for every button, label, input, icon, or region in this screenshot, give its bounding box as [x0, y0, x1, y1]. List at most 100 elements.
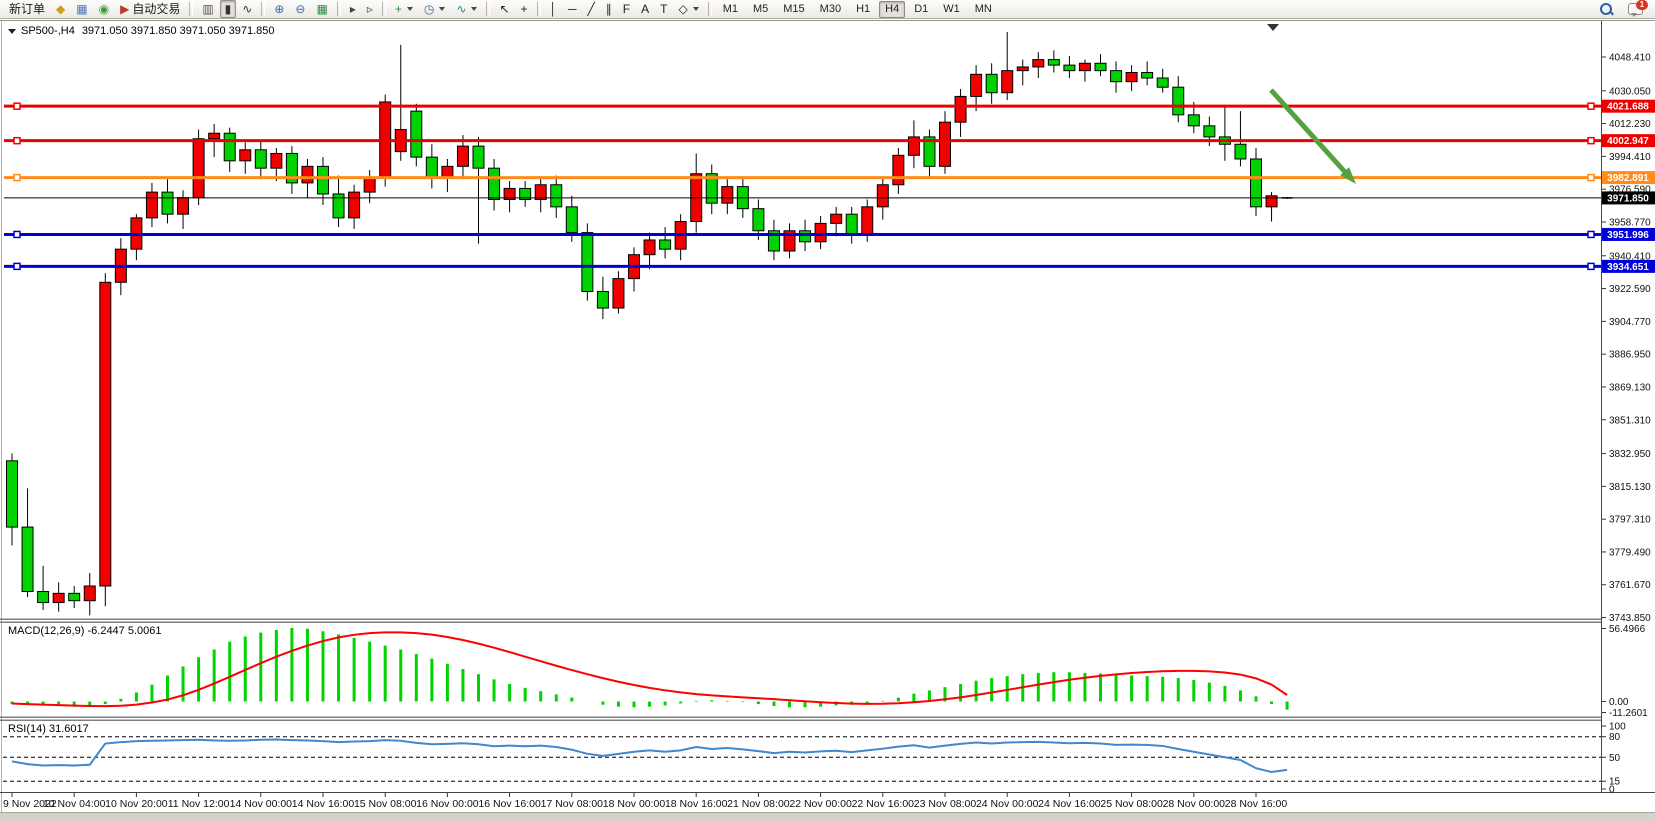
svg-text:3869.130: 3869.130: [1609, 382, 1651, 393]
timeframe-d1[interactable]: D1: [914, 2, 929, 15]
horizontal-lines[interactable]: 4021.688 4002.947 3982.891 3971.850 3951.996…: [4, 99, 1655, 273]
toolbar-separator: [381, 2, 386, 16]
svg-text:17 Nov 08:00: 17 Nov 08:00: [541, 798, 604, 810]
data-window-icon-glyph: ▦: [76, 2, 88, 16]
svg-text:15 Nov 08:00: 15 Nov 08:00: [354, 798, 417, 810]
svg-text:50: 50: [1609, 753, 1621, 764]
text-label-icon-glyph: T: [660, 2, 668, 16]
hline-handle[interactable]: [1587, 136, 1595, 145]
navigator-icon[interactable]: ◉: [94, 0, 114, 18]
timeframe-m5[interactable]: M5: [752, 2, 769, 15]
zoom-in-icon-glyph: ⊕: [274, 2, 285, 16]
new-chart-icon-glyph: +: [394, 2, 402, 16]
zoom-in-icon[interactable]: ⊕: [269, 0, 289, 18]
timeframe-m1[interactable]: M1: [722, 2, 738, 15]
price-axis[interactable]: 4048.410 4030.050 4012.230 3994.410 3976.590…: [1602, 53, 1651, 796]
macd-indicator-label: MACD(12,26,9) -6.2447 5.0061: [8, 625, 162, 637]
zoom-out-icon[interactable]: ⊖: [290, 0, 310, 18]
svg-text:3779.490: 3779.490: [1609, 547, 1651, 558]
macd-signal-line: [11, 631, 1288, 708]
svg-text:25 Nov 08:00: 25 Nov 08:00: [1100, 798, 1163, 810]
macd-panel-separator[interactable]: [0, 618, 1601, 623]
ohlc-readout: 3971.050 3971.850 3971.050 3971.850: [81, 25, 275, 37]
autotrading-button-label: 自动交易: [132, 2, 181, 16]
zoom-out-icon-glyph: ⊖: [295, 2, 306, 16]
timeframe-h4[interactable]: H4: [879, 0, 906, 18]
chat-bubble-icon: 1: [1628, 0, 1648, 17]
market-watch-icon[interactable]: ◆: [51, 0, 70, 18]
timeframe-m15[interactable]: M15: [783, 2, 805, 15]
rsi-panel-separator[interactable]: [0, 716, 1601, 721]
bar-chart-icon[interactable]: ▥: [197, 0, 218, 18]
chevron-down-icon: [692, 7, 699, 11]
hline-handle[interactable]: [13, 173, 21, 182]
periods-icon[interactable]: ◷: [419, 0, 450, 18]
timeframe-m30[interactable]: M30: [819, 2, 842, 15]
text-icon[interactable]: A: [636, 0, 654, 18]
vertical-line-icon[interactable]: │: [545, 0, 563, 18]
svg-text:15: 15: [1609, 777, 1621, 788]
hline-handle[interactable]: [13, 102, 21, 110]
trend-arrow[interactable]: [1269, 88, 1356, 184]
line-chart-icon-glyph: ∿: [242, 2, 253, 16]
line-chart-icon[interactable]: ∿: [237, 0, 257, 18]
svg-text:-11.2601: -11.2601: [1609, 708, 1648, 719]
search-icon[interactable]: [1593, 0, 1619, 18]
crosshair-icon-glyph: +: [520, 2, 528, 16]
data-window-icon[interactable]: ▦: [71, 0, 92, 18]
notifications-icon[interactable]: 1: [1620, 0, 1651, 18]
svg-text:9 Nov 2022: 9 Nov 2022: [3, 798, 57, 810]
search-glass-icon: [1600, 3, 1612, 15]
svg-text:100: 100: [1609, 722, 1626, 733]
new-order-button[interactable]: 新订单: [4, 0, 50, 18]
indicators-icon[interactable]: ∿: [451, 0, 482, 18]
timeframe-w1[interactable]: W1: [943, 2, 960, 15]
collapse-chart-icon[interactable]: [8, 29, 16, 34]
candlestick-chart-icon[interactable]: ▮: [219, 0, 237, 18]
trendline-icon[interactable]: ╱: [583, 0, 600, 18]
timeframe-mn[interactable]: MN: [974, 2, 992, 15]
toolbar: 新订单 ◆ ▦ ◉ ▶ 自动交易 ▥ ▮ ∿ ⊕ ⊖ ▦ ▸ ▹ + ◷ ∿ ↖ + │ ─ ╱ ∥ F A T ◇ M1 M5 M15 M…: [0, 0, 1655, 19]
new-chart-icon[interactable]: +: [390, 0, 418, 18]
rsi-line: [11, 738, 1288, 773]
timeframe-h1[interactable]: H1: [856, 2, 871, 15]
svg-text:3761.670: 3761.670: [1609, 580, 1651, 591]
svg-text:0.00: 0.00: [1609, 697, 1629, 708]
auto-scroll-icon[interactable]: ▸: [345, 0, 361, 18]
chart-symbol-title[interactable]: SP500-,H4 3971.050 3971.850 3971.050 3971…: [8, 25, 275, 37]
toolbar-separator: [486, 2, 491, 16]
cursor-icon[interactable]: ↖: [494, 0, 514, 18]
svg-text:23 Nov 08:00: 23 Nov 08:00: [914, 798, 977, 810]
svg-text:24 Nov 00:00: 24 Nov 00:00: [976, 798, 1039, 810]
hline-handle[interactable]: [13, 136, 21, 145]
hline-handle[interactable]: [13, 230, 21, 239]
arrows-icon[interactable]: ◇: [673, 0, 703, 18]
equidistant-channel-icon[interactable]: ∥: [601, 0, 617, 18]
svg-text:3851.310: 3851.310: [1609, 415, 1651, 426]
rsi-indicator-label: RSI(14) 31.6017: [8, 723, 89, 735]
crosshair-icon[interactable]: +: [516, 0, 533, 18]
chart-shift-icon[interactable]: ▹: [362, 0, 378, 18]
price-label-3934.651: 3934.651: [1607, 262, 1649, 273]
text-label-icon[interactable]: T: [655, 0, 672, 18]
svg-text:16 Nov 00:00: 16 Nov 00:00: [416, 798, 479, 810]
hline-handle[interactable]: [1587, 230, 1595, 239]
fibonacci-icon[interactable]: F: [618, 0, 635, 18]
tile-windows-icon[interactable]: ▦: [311, 0, 332, 18]
chart-shift-marker[interactable]: [1267, 24, 1279, 31]
arrows-icon-glyph: ◇: [678, 2, 688, 16]
svg-text:3886.950: 3886.950: [1609, 350, 1651, 361]
svg-text:80: 80: [1609, 732, 1621, 743]
hline-handle[interactable]: [1587, 262, 1595, 271]
horizontal-line-icon[interactable]: ─: [563, 0, 582, 18]
toolbar-separator: [189, 2, 194, 16]
equidistant-channel-icon-glyph: ∥: [605, 2, 612, 16]
svg-text:24 Nov 16:00: 24 Nov 16:00: [1038, 798, 1101, 810]
hline-handle[interactable]: [1587, 102, 1595, 110]
autotrading-button[interactable]: ▶ 自动交易: [115, 0, 185, 18]
hline-handle[interactable]: [1587, 173, 1595, 182]
svg-text:3958.770: 3958.770: [1609, 217, 1651, 228]
hline-handle[interactable]: [13, 262, 21, 271]
